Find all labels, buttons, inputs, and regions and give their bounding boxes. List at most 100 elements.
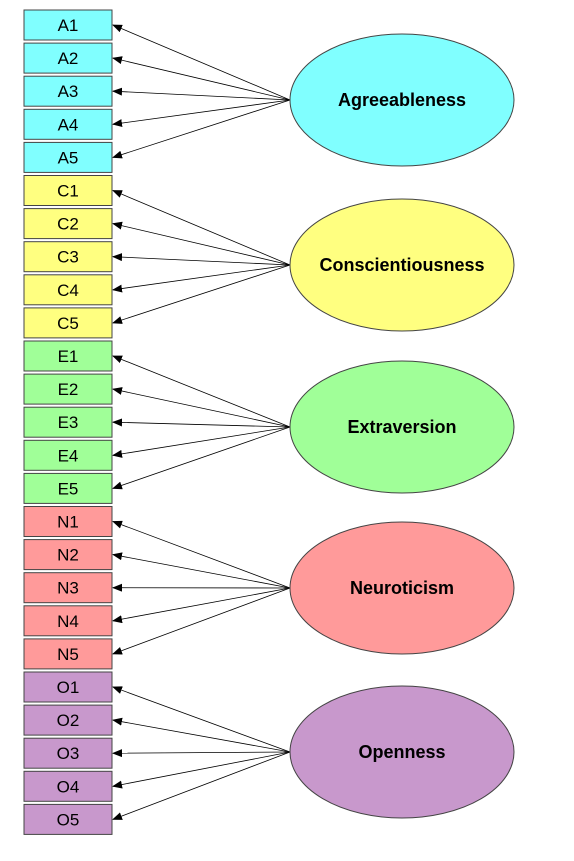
indicator-label: A2 bbox=[58, 49, 79, 68]
factor-node: Conscientiousness bbox=[289, 198, 515, 332]
loading-arrow bbox=[112, 686, 291, 753]
indicator-box: E2 bbox=[23, 373, 113, 405]
indicator-label: N3 bbox=[57, 579, 79, 598]
factor-label: Extraversion bbox=[347, 417, 456, 437]
loading-arrow bbox=[112, 221, 291, 266]
indicator-box: N1 bbox=[23, 506, 113, 537]
indicator-box-rect bbox=[23, 472, 113, 504]
indicator-box: C1 bbox=[23, 175, 113, 206]
indicator-box: E1 bbox=[23, 340, 113, 372]
loading-arrow bbox=[112, 751, 291, 820]
indicator-box: O3 bbox=[23, 737, 113, 769]
indicator-box: O1 bbox=[23, 671, 113, 703]
factor-node: Neuroticism bbox=[289, 521, 515, 655]
indicator-box-rect bbox=[23, 373, 113, 405]
indicator-box-rect bbox=[23, 770, 113, 802]
indicator-box-rect bbox=[23, 671, 113, 703]
indicator-box-rect bbox=[23, 241, 113, 273]
indicator-label: O5 bbox=[57, 810, 80, 829]
indicator-box: O2 bbox=[23, 704, 113, 736]
indicator-label: C2 bbox=[57, 215, 79, 234]
indicator-box-rect bbox=[23, 572, 113, 604]
indicator-box: O5 bbox=[23, 803, 113, 835]
indicator-label: A5 bbox=[58, 148, 79, 167]
indicator-box-rect bbox=[23, 42, 113, 74]
indicator-label: C1 bbox=[57, 182, 79, 201]
indicator-box: C2 bbox=[23, 208, 113, 240]
loading-arrow bbox=[112, 355, 291, 428]
loading-arrow bbox=[112, 749, 291, 758]
indicator-box: A5 bbox=[23, 141, 113, 173]
indicator-label: E1 bbox=[58, 347, 79, 366]
factor-ellipse bbox=[289, 33, 515, 167]
indicator-label: O3 bbox=[57, 744, 80, 763]
loading-arrow bbox=[112, 717, 291, 753]
loading-arrow bbox=[112, 587, 291, 624]
loading-arrow bbox=[112, 99, 291, 128]
indicator-label: C5 bbox=[57, 314, 79, 333]
indicator-box: N3 bbox=[23, 572, 113, 604]
loading-arrow bbox=[112, 87, 291, 101]
indicator-box-rect bbox=[23, 704, 113, 736]
indicator-box-rect bbox=[23, 175, 113, 206]
loading-arrow bbox=[112, 99, 291, 159]
factor-label: Openness bbox=[358, 742, 445, 762]
indicator-box: C4 bbox=[23, 274, 113, 306]
indicator-box: N2 bbox=[23, 539, 113, 571]
factor-ellipse bbox=[289, 685, 515, 819]
indicator-box-rect bbox=[23, 506, 113, 537]
indicator-label: E4 bbox=[58, 446, 79, 465]
indicator-box: O4 bbox=[23, 770, 113, 802]
indicator-box-rect bbox=[23, 274, 113, 306]
indicator-box-rect bbox=[23, 340, 113, 372]
indicator-label: N5 bbox=[57, 645, 79, 664]
indicator-box-rect bbox=[23, 803, 113, 835]
factor-label: Neuroticism bbox=[350, 578, 454, 598]
factor-ellipse bbox=[289, 360, 515, 494]
loading-arrow bbox=[112, 24, 291, 101]
factor-ellipse bbox=[289, 198, 515, 332]
indicator-box: N5 bbox=[23, 638, 113, 670]
loading-arrow bbox=[112, 264, 291, 324]
indicator-box-rect bbox=[23, 737, 113, 769]
loading-arrow bbox=[112, 552, 291, 589]
indicator-label: A3 bbox=[58, 82, 79, 101]
indicator-box: E4 bbox=[23, 439, 113, 471]
indicator-box: C3 bbox=[23, 241, 113, 273]
loading-arrow bbox=[112, 253, 291, 266]
loading-arrows bbox=[112, 24, 291, 820]
indicator-label: O1 bbox=[57, 678, 80, 697]
indicator-box-rect bbox=[23, 539, 113, 571]
factor-node: Extraversion bbox=[289, 360, 515, 494]
indicator-box: C5 bbox=[23, 307, 113, 339]
indicator-box: A4 bbox=[23, 108, 113, 140]
indicator-label: E5 bbox=[58, 479, 79, 498]
loading-arrow bbox=[112, 190, 291, 266]
indicator-box: E3 bbox=[23, 406, 113, 438]
loading-arrow bbox=[112, 56, 291, 101]
indicator-label: N1 bbox=[57, 513, 79, 532]
indicator-box-rect bbox=[23, 141, 113, 173]
indicator-label: A4 bbox=[58, 115, 79, 134]
indicator-label: A1 bbox=[58, 16, 79, 35]
loading-arrow bbox=[112, 520, 291, 589]
indicator-label: E3 bbox=[58, 413, 79, 432]
indicator-box-rect bbox=[23, 406, 113, 438]
indicator-box-rect bbox=[23, 108, 113, 140]
indicator-box: A1 bbox=[23, 9, 113, 41]
indicator-box-rect bbox=[23, 439, 113, 471]
indicator-label: N4 bbox=[57, 612, 79, 631]
indicator-label: N2 bbox=[57, 546, 79, 565]
indicator-box: A2 bbox=[23, 42, 113, 74]
loading-arrow bbox=[112, 387, 291, 428]
indicator-box: N4 bbox=[23, 605, 113, 637]
loading-arrow bbox=[112, 751, 291, 789]
indicator-label: C3 bbox=[57, 248, 79, 267]
factor-label: Conscientiousness bbox=[319, 255, 484, 275]
factor-ellipses: Agreeableness Conscientiousness Extraversi… bbox=[289, 33, 515, 819]
indicator-box: E5 bbox=[23, 472, 113, 504]
loading-arrow bbox=[112, 426, 291, 458]
factor-label: Agreeableness bbox=[338, 90, 466, 110]
indicator-box-rect bbox=[23, 208, 113, 240]
